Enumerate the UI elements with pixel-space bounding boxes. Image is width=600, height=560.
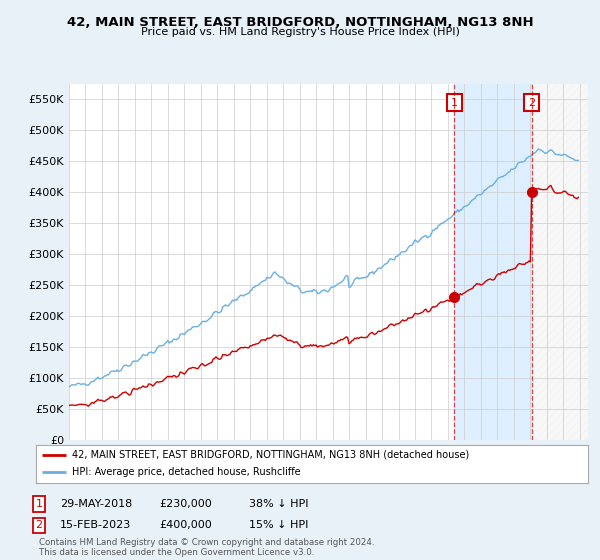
Text: 2: 2 [35,520,43,530]
Text: £230,000: £230,000 [159,499,212,509]
Text: 2: 2 [528,97,535,108]
Text: Price paid vs. HM Land Registry's House Price Index (HPI): Price paid vs. HM Land Registry's House … [140,27,460,37]
Text: 42, MAIN STREET, EAST BRIDGFORD, NOTTINGHAM, NG13 8NH: 42, MAIN STREET, EAST BRIDGFORD, NOTTING… [67,16,533,29]
Text: Contains HM Land Registry data © Crown copyright and database right 2024.
This d: Contains HM Land Registry data © Crown c… [39,538,374,557]
Text: HPI: Average price, detached house, Rushcliffe: HPI: Average price, detached house, Rush… [72,468,301,478]
Text: 15-FEB-2023: 15-FEB-2023 [60,520,131,530]
Bar [454,84,532,440]
Text: 38% ↓ HPI: 38% ↓ HPI [249,499,308,509]
Text: 1: 1 [451,97,458,108]
Text: 29-MAY-2018: 29-MAY-2018 [60,499,132,509]
Bar [532,84,588,440]
Text: £400,000: £400,000 [159,520,212,530]
Text: 1: 1 [35,499,43,509]
Text: 42, MAIN STREET, EAST BRIDGFORD, NOTTINGHAM, NG13 8NH (detached house): 42, MAIN STREET, EAST BRIDGFORD, NOTTING… [72,450,469,460]
Text: 15% ↓ HPI: 15% ↓ HPI [249,520,308,530]
